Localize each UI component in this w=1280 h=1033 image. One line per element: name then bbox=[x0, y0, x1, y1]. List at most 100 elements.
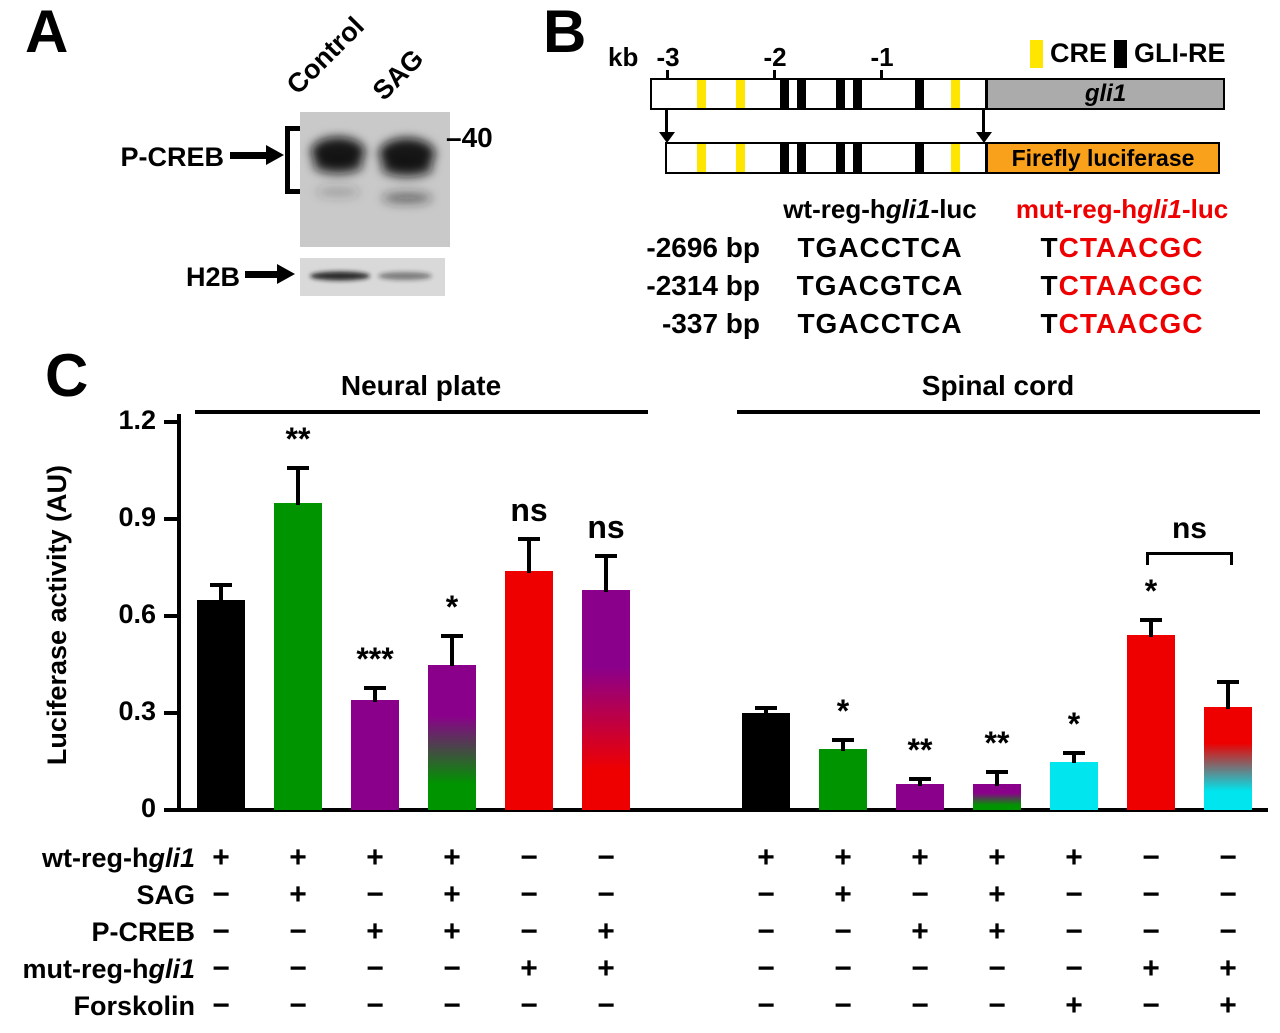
condition-sign: − bbox=[1065, 878, 1083, 911]
mut-seq-red: CTAACGC bbox=[1058, 232, 1204, 263]
p-creb-arrow bbox=[230, 152, 266, 159]
wt-construct-header: wt-reg-hgli1-luc bbox=[770, 194, 990, 225]
bar bbox=[896, 784, 944, 810]
condition-sign: − bbox=[834, 952, 852, 985]
x-axis bbox=[177, 808, 1268, 812]
bar bbox=[742, 713, 790, 810]
condition-sign: + bbox=[988, 878, 1006, 911]
group-line bbox=[737, 410, 1260, 414]
y-axis bbox=[177, 414, 181, 812]
y-tick bbox=[164, 420, 180, 424]
mut-sequence: TCTAACGC bbox=[1012, 270, 1232, 302]
condition-sign: + bbox=[289, 878, 307, 911]
scale-tickmark bbox=[666, 70, 669, 78]
condition-sign: − bbox=[834, 915, 852, 948]
error-bar bbox=[1072, 751, 1076, 764]
significance-label: * bbox=[1067, 705, 1081, 742]
map-legend: CRE GLI-RE bbox=[1030, 38, 1226, 69]
mut-header-post: -luc bbox=[1181, 194, 1229, 224]
p-creb-label: P-CREB bbox=[120, 142, 224, 172]
condition-sign: + bbox=[757, 841, 775, 874]
condition-sign: − bbox=[366, 989, 384, 1022]
gli-re-mark bbox=[797, 80, 806, 108]
error-bar-cap bbox=[909, 776, 931, 781]
condition-sign: + bbox=[1219, 952, 1237, 985]
y-tick-label: 0 bbox=[140, 793, 156, 823]
ns-bracket bbox=[1146, 552, 1233, 555]
error-bar-cap bbox=[1217, 679, 1239, 684]
bar bbox=[973, 784, 1021, 810]
condition-sign: − bbox=[212, 878, 230, 911]
error-bar-cap bbox=[595, 553, 617, 558]
seq-position: -2314 bp bbox=[646, 270, 760, 301]
bar bbox=[1204, 706, 1252, 810]
condition-sign: − bbox=[757, 878, 775, 911]
wt-sequence: TGACCTCA bbox=[797, 232, 963, 263]
condition-sign: − bbox=[597, 989, 615, 1022]
scale-tick-minus2: -2 bbox=[763, 42, 787, 72]
condition-sign: − bbox=[1142, 915, 1160, 948]
ns-bracket-label: ns bbox=[1171, 512, 1207, 545]
condition-sign: − bbox=[520, 878, 538, 911]
gli-re-mark bbox=[797, 144, 806, 172]
condition-sign: − bbox=[757, 989, 775, 1022]
condition-label: P-CREB bbox=[91, 917, 195, 947]
condition-sign: + bbox=[443, 915, 461, 948]
error-bar bbox=[841, 738, 845, 751]
ns-bracket-end bbox=[1146, 552, 1149, 565]
condition-sign: + bbox=[597, 952, 615, 985]
y-tick bbox=[164, 711, 180, 715]
h2b-label: H2B bbox=[185, 262, 240, 292]
condition-sign: + bbox=[520, 952, 538, 985]
mut-header-italic: gli1 bbox=[1137, 194, 1182, 224]
error-bar-cap bbox=[287, 466, 309, 471]
cloning-arrow-head bbox=[976, 132, 992, 143]
condition-sign: − bbox=[597, 841, 615, 874]
error-bar bbox=[296, 467, 300, 505]
condition-sign: − bbox=[988, 989, 1006, 1022]
error-bar-cap bbox=[986, 770, 1008, 775]
condition-sign: + bbox=[597, 915, 615, 948]
bar bbox=[1127, 635, 1175, 810]
condition-label: Forskolin bbox=[73, 991, 195, 1021]
group-label: Spinal cord bbox=[921, 370, 1075, 401]
gli1-gene-region: gli1 bbox=[985, 80, 1223, 108]
error-bar bbox=[1149, 619, 1153, 638]
error-bar bbox=[764, 706, 768, 715]
wt-sequence: TGACGTCA bbox=[796, 270, 964, 301]
mut-seq-black: T bbox=[1040, 270, 1059, 301]
condition-sign: − bbox=[911, 989, 929, 1022]
gli-re-mark bbox=[780, 80, 789, 108]
condition-sign: − bbox=[911, 878, 929, 911]
condition-sign: + bbox=[834, 841, 852, 874]
scale-tickmark bbox=[773, 70, 776, 78]
mut-construct-header: mut-reg-hgli1-luc bbox=[1010, 194, 1234, 225]
condition-sign: + bbox=[443, 841, 461, 874]
condition-sign: + bbox=[366, 915, 384, 948]
condition-sign: − bbox=[1219, 878, 1237, 911]
bar bbox=[197, 599, 245, 810]
condition-label: mut-reg-hgli1 bbox=[22, 954, 196, 984]
condition-sign: − bbox=[443, 952, 461, 985]
condition-sign: − bbox=[366, 952, 384, 985]
condition-sign: + bbox=[911, 915, 929, 948]
cre-legend-swatch bbox=[1030, 39, 1043, 68]
h2b-arrow bbox=[245, 271, 277, 278]
gli-re-mark bbox=[853, 144, 862, 172]
wt-header-italic: gli1 bbox=[885, 194, 931, 224]
bar bbox=[505, 570, 553, 810]
gli-re-mark bbox=[915, 144, 924, 172]
kb-scale-unit: kb bbox=[608, 42, 639, 72]
error-bar-cap bbox=[1140, 618, 1162, 623]
condition-sign: − bbox=[212, 952, 230, 985]
condition-sign: + bbox=[1065, 989, 1083, 1022]
mw-marker-40: –40 bbox=[446, 122, 493, 153]
significance-label: ** bbox=[907, 731, 933, 768]
cloning-arrow-stem bbox=[982, 110, 985, 134]
bar bbox=[1050, 761, 1098, 810]
error-bar bbox=[1226, 680, 1230, 709]
condition-sign: − bbox=[520, 989, 538, 1022]
y-tick bbox=[164, 517, 180, 521]
